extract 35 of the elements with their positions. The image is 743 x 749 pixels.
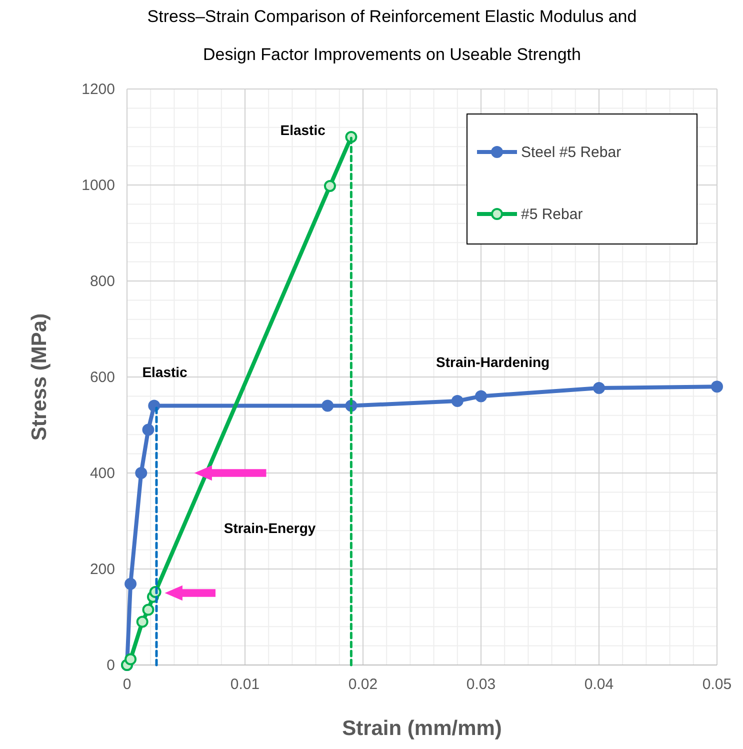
point [124, 578, 137, 590]
point [593, 382, 605, 394]
y-tick-label: 1200 [82, 81, 115, 98]
point [322, 400, 334, 412]
y-tick-label: 200 [90, 561, 115, 578]
annotation: Elastic [280, 122, 326, 138]
y-tick-label: 400 [90, 465, 115, 482]
annotation: Strain-Energy [224, 520, 316, 536]
y-tick-label: 0 [106, 657, 115, 674]
annotation: Elastic [142, 364, 188, 380]
point [451, 395, 464, 407]
y-axis-title: Stress (MPa) [28, 313, 51, 441]
legend-label: Steel #5 Rebar [521, 144, 622, 161]
legend-label: #5 Rebar [521, 206, 583, 223]
x-tick-label: 0.02 [348, 676, 378, 693]
chart-title: Stress–Strain Comparison of Reinforcement Elastic Modulus and Design Factor Improvements on Useable Strength [147, 7, 637, 64]
point [142, 604, 154, 616]
x-tick-label: 0.01 [230, 676, 260, 693]
x-tick-label: 0.03 [466, 676, 496, 693]
y-tick-label: 1000 [82, 177, 115, 194]
y-tick-label: 600 [90, 369, 115, 386]
x-tick-label: 0 [122, 676, 132, 693]
y-tick-label: 800 [90, 273, 115, 290]
point [711, 380, 723, 393]
x-tick-label: 0.04 [584, 676, 614, 693]
point [124, 653, 137, 666]
point [142, 424, 154, 436]
x-axis-title: Strain (mm/mm) [342, 717, 502, 740]
annotation: Strain-Hardening [436, 354, 550, 370]
x-tick-label: 0.05 [702, 676, 732, 693]
point [148, 400, 160, 412]
point [136, 616, 148, 628]
point [135, 467, 148, 479]
point [324, 180, 336, 192]
point [475, 390, 487, 402]
